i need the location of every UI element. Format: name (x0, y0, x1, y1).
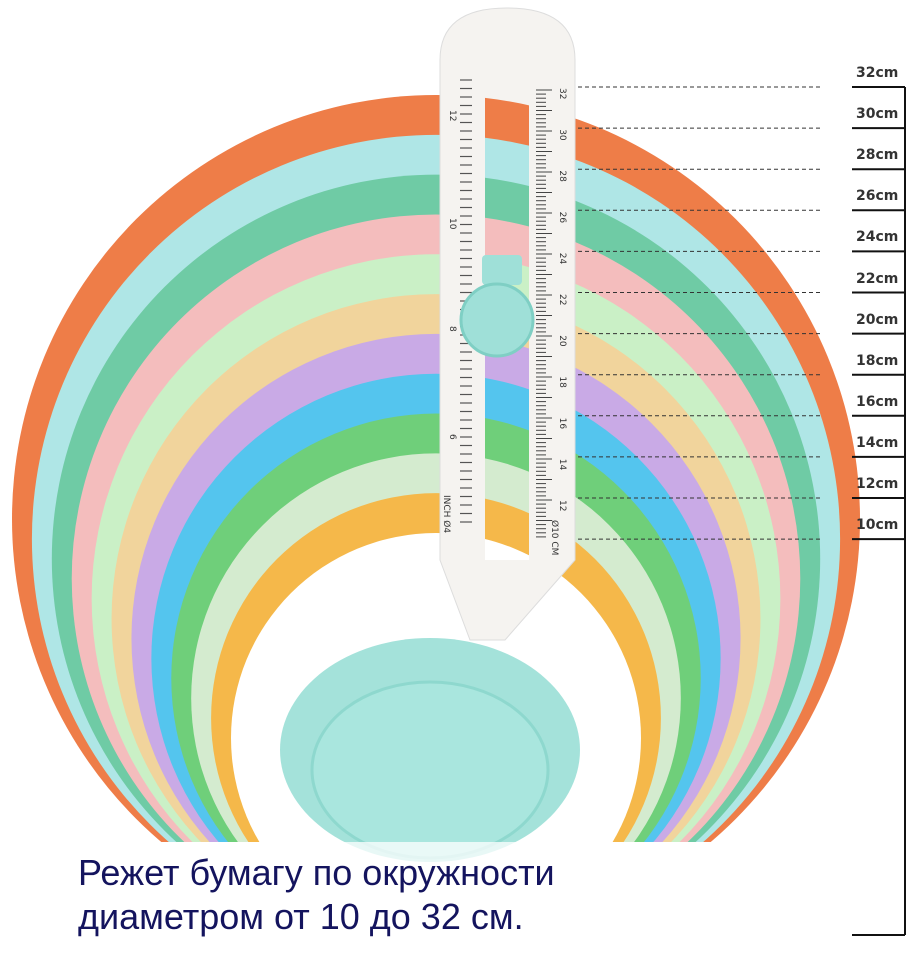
caption-line-2: диаметром от 10 до 32 см. (78, 896, 524, 937)
size-label: 14cm (856, 434, 899, 451)
size-label: 12cm (856, 476, 899, 492)
size-label: 10cm (856, 517, 899, 534)
cm-mark: 26 (557, 212, 567, 224)
cm-label: Ø10 CM (549, 520, 560, 555)
cm-mark: 14 (557, 459, 567, 471)
inch-mark: 10 (447, 218, 457, 230)
adjust-knob (459, 282, 535, 358)
cm-mark: 12 (557, 500, 567, 511)
size-label: 26cm (856, 188, 899, 205)
cm-mark: 28 (557, 170, 567, 182)
size-label: 20cm (856, 311, 899, 328)
inch-mark: 8 (447, 326, 457, 332)
size-label: 30cm (856, 106, 899, 123)
size-label: 24cm (856, 229, 899, 246)
cm-mark: 22 (557, 294, 567, 305)
slider-block (482, 255, 522, 285)
caption-line-1: Режет бумагу по окружности (78, 852, 555, 893)
size-label: 32cm (856, 65, 899, 81)
inch-label: INCH Ø4 (441, 495, 452, 533)
size-label: 28cm (856, 147, 899, 164)
inch-mark: 6 (447, 434, 457, 440)
cm-mark: 30 (557, 129, 567, 141)
cm-mark: 20 (557, 335, 567, 347)
cm-mark: 18 (557, 376, 567, 388)
size-label: 18cm (856, 352, 899, 369)
cm-mark: 32 (557, 88, 567, 99)
inch-mark: 12 (447, 110, 457, 121)
handle-fade (280, 842, 580, 960)
size-label: 22cm (856, 270, 899, 287)
cm-mark: 16 (557, 418, 567, 430)
size-label: 16cm (856, 393, 899, 410)
cm-mark: 24 (557, 253, 567, 265)
handle-cup (310, 680, 550, 860)
